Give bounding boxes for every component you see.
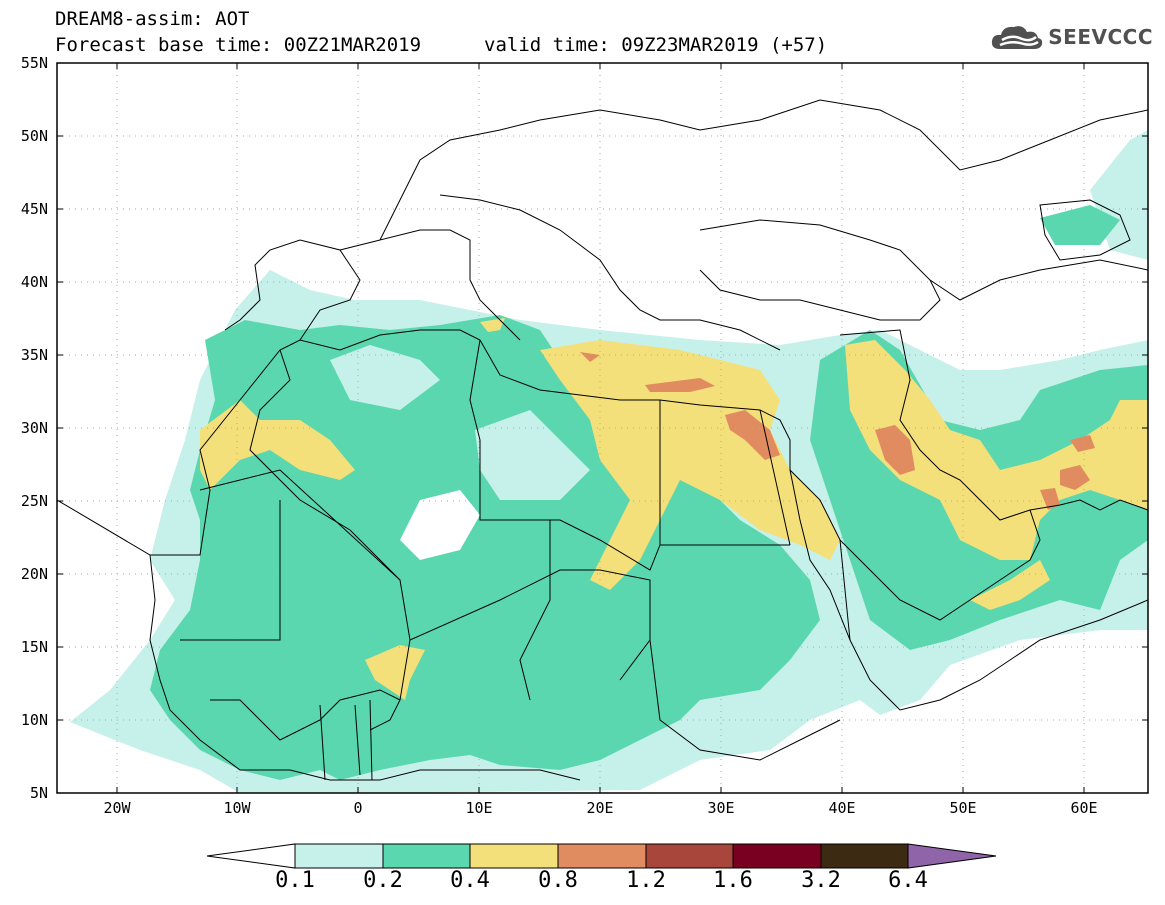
lat-label-10n: 10N	[20, 711, 48, 729]
lon-label-30e: 30E	[707, 799, 735, 817]
colorbar-label-0.1: 0.1	[275, 868, 315, 893]
colorbar-cell-7	[820, 843, 909, 869]
colorbar-cell-5	[645, 843, 734, 869]
lon-label-60e: 60E	[1070, 799, 1098, 817]
colorbar-label-0.4: 0.4	[450, 868, 490, 893]
lat-label-40n: 40N	[20, 273, 48, 291]
colorbar-label-3.2: 3.2	[801, 868, 841, 893]
lat-label-30n: 30N	[20, 419, 48, 437]
aot-level-0.8	[580, 352, 1095, 510]
lat-label-50n: 50N	[20, 127, 48, 145]
colorbar-label-1.6: 1.6	[713, 868, 753, 893]
lon-label-50e: 50E	[949, 799, 977, 817]
lat-label-15n: 15N	[20, 638, 48, 656]
lat-label-25n: 25N	[20, 492, 48, 510]
lon-label-10w: 10W	[223, 799, 251, 817]
colorbar-label-1.2: 1.2	[626, 868, 666, 893]
aot-level-0.4	[200, 318, 1148, 700]
colorbar-cell-above	[907, 843, 997, 869]
colorbar-cell-2	[382, 843, 471, 869]
valid-time: valid time: 09Z23MAR2019 (+57)	[484, 34, 828, 56]
lat-label-5n: 5N	[29, 784, 48, 802]
colorbar-label-6.4: 6.4	[888, 868, 928, 893]
colorbar-cell-4	[557, 843, 647, 869]
lon-label-10e: 10E	[465, 799, 493, 817]
aot-clear-areas	[330, 345, 590, 560]
colorbar-cell-6	[732, 843, 822, 869]
lon-label-20w: 20W	[103, 799, 131, 817]
lat-label-55n: 55N	[20, 54, 48, 72]
lat-label-20n: 20N	[20, 565, 48, 583]
logo-text: SEEVCCC	[1048, 25, 1153, 49]
lat-label-45n: 45N	[20, 200, 48, 218]
axis-ticks	[57, 63, 1148, 793]
colorbar-cell-1	[294, 843, 384, 869]
cloud-logo-icon	[992, 26, 1043, 49]
seevccc-logo: SEEVCCC	[990, 22, 1153, 52]
coastlines-borders	[57, 99, 1148, 781]
colorbar-cell-3	[469, 843, 559, 869]
lon-label-0: 0	[353, 799, 363, 817]
colorbar-cell-below	[206, 843, 296, 869]
lon-label-20e: 20E	[586, 799, 614, 817]
colorbar-label-0.8: 0.8	[538, 868, 578, 893]
map-title: DREAM8-assim: AOT	[55, 8, 250, 30]
colorbar-label-0.2: 0.2	[363, 868, 403, 893]
forecast-base-time: Forecast base time: 00Z21MAR2019	[55, 34, 422, 56]
lat-label-35n: 35N	[20, 346, 48, 364]
lon-label-40e: 40E	[828, 799, 856, 817]
